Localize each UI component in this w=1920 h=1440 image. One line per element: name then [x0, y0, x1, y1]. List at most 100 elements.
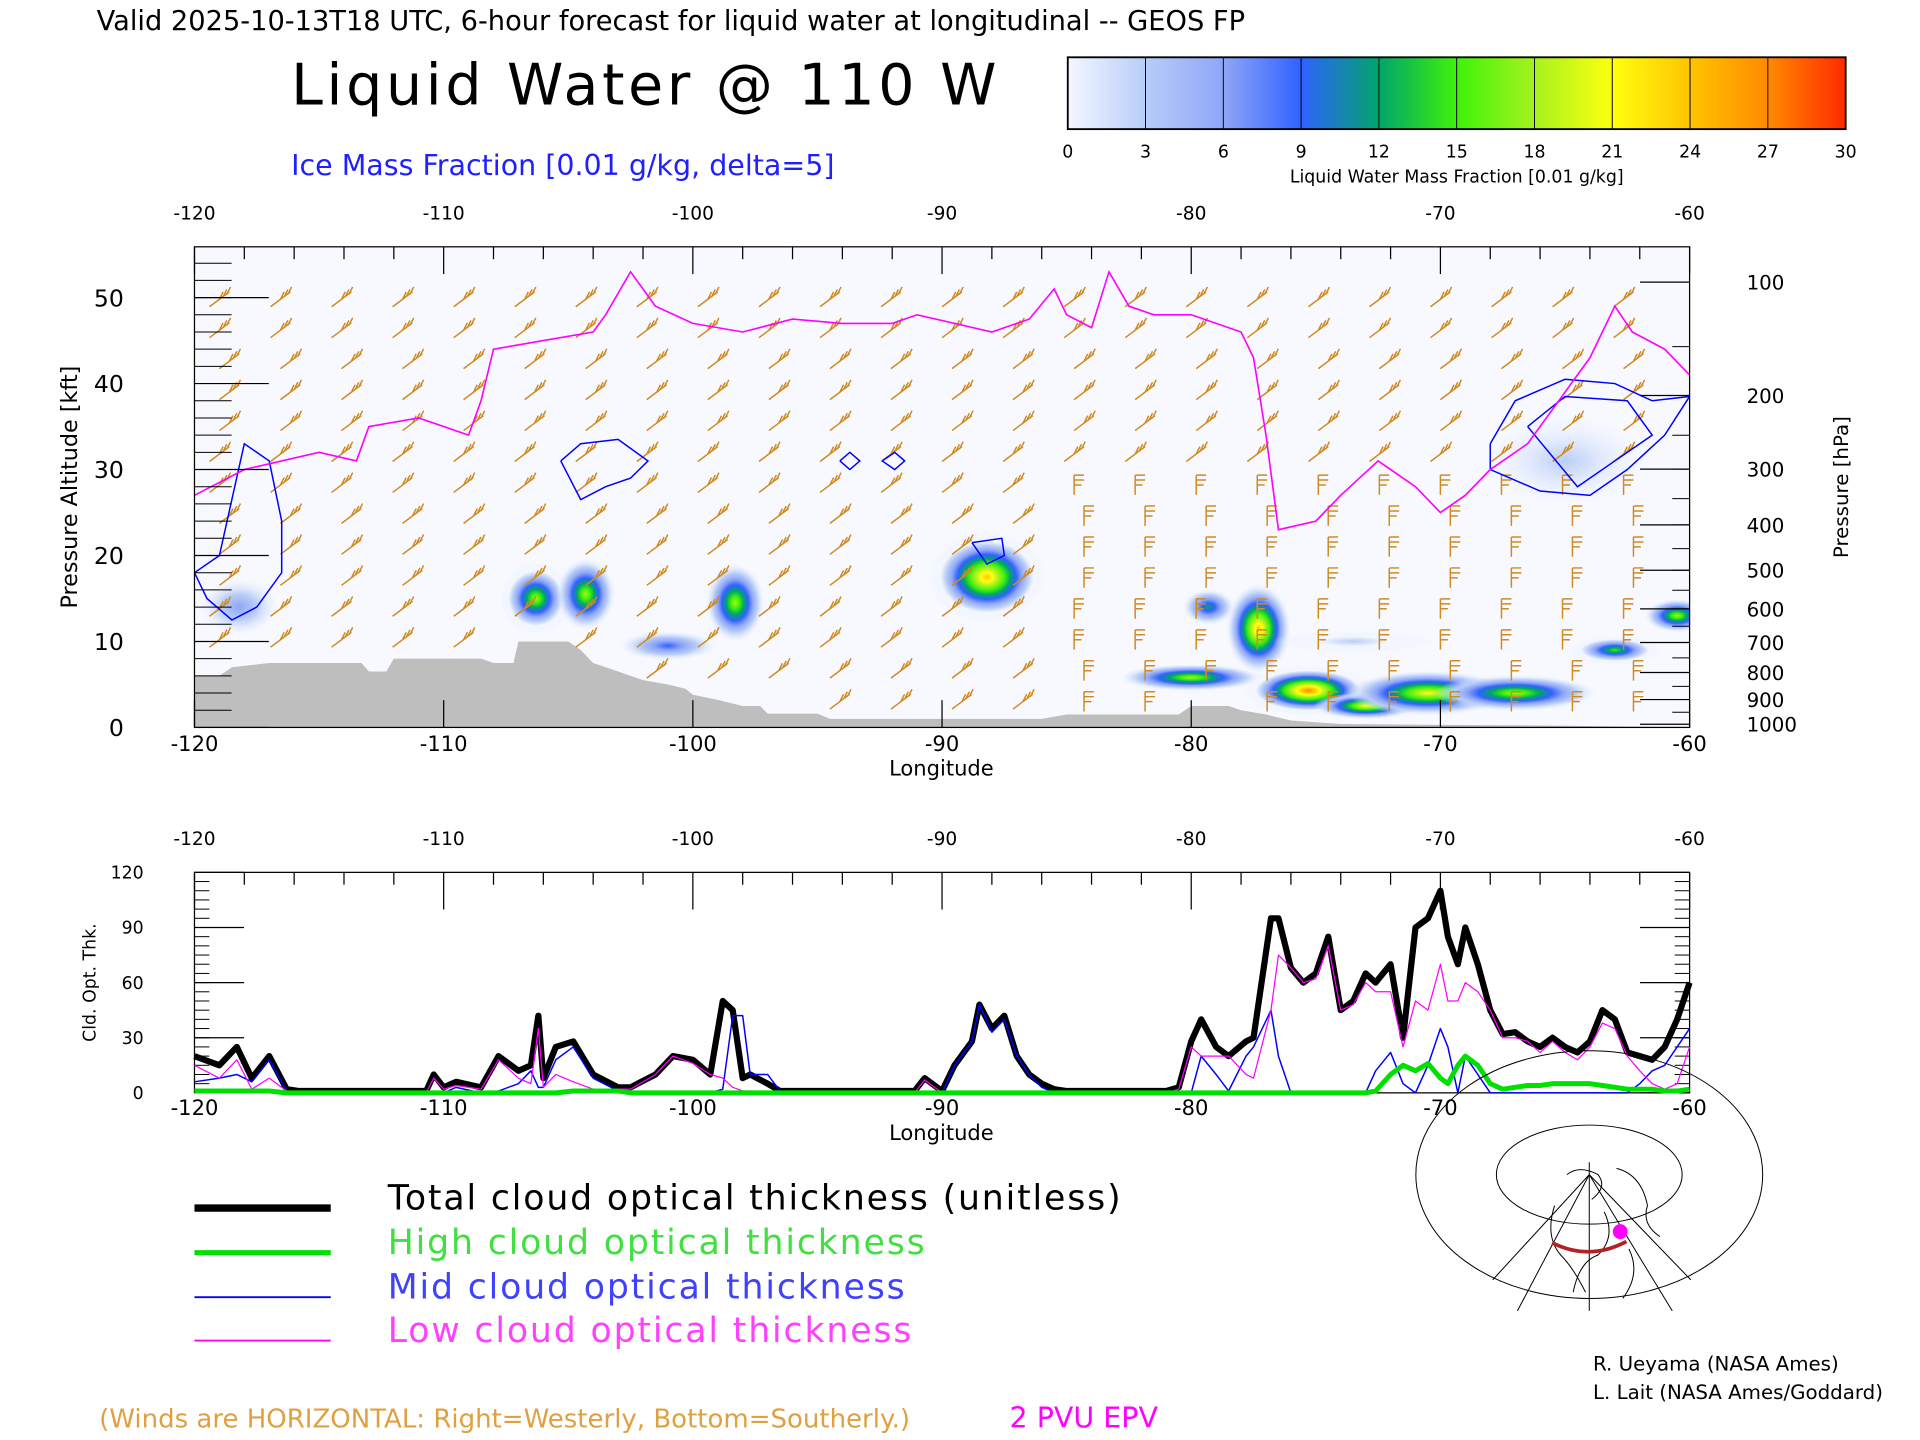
wind-barb: [941, 441, 964, 463]
wind-barb: [331, 286, 354, 308]
colorbar-cell: [1456, 56, 1535, 130]
wind-barb: [524, 348, 547, 370]
wind-barb: [1256, 598, 1268, 619]
wind-barb: [341, 348, 364, 370]
cross-section-path: [1551, 1239, 1628, 1254]
wind-barb: [341, 565, 364, 586]
wind-barb: [1378, 348, 1402, 370]
wind-barb: [646, 410, 669, 432]
wind-barb: [951, 410, 974, 432]
wind-barb: [1571, 567, 1583, 588]
ice-subtitle: Ice Mass Fraction [0.01 g/kg, delta=5]: [291, 149, 834, 182]
locator-map: [1415, 1050, 1764, 1312]
upper-y-axis-label: Pressure Altitude [kft]: [57, 366, 83, 609]
ice-contour: [1489, 378, 1690, 497]
wind-barb: [453, 317, 476, 339]
liquid-water-cell: [1272, 630, 1435, 653]
wind-barb: [1388, 505, 1400, 526]
epv-2pvu-contour: [194, 269, 1690, 531]
y-tick-label: 30: [122, 1029, 144, 1049]
top-x-tick-label: -60: [1674, 204, 1704, 225]
wind-barb: [1632, 567, 1644, 588]
wind-barb: [392, 286, 415, 308]
wind-barb: [1063, 317, 1086, 339]
wind-barb: [1266, 567, 1278, 588]
wind-barb: [1561, 598, 1573, 619]
legend: Total cloud optical thickness (unitless)…: [194, 1178, 1123, 1351]
wind-barb: [209, 286, 232, 308]
wind-barb: [758, 627, 781, 648]
wind-barb: [890, 503, 913, 524]
wind-barb: [463, 503, 486, 524]
wind-barb: [218, 379, 242, 401]
wind-barb: [1012, 503, 1035, 524]
wind-barb: [758, 441, 781, 463]
colorbar-tick-label: 24: [1679, 143, 1701, 163]
pressure-tick-label: 1000: [1747, 714, 1797, 737]
colorbar-tick-label: 12: [1368, 143, 1390, 163]
wind-barb: [646, 503, 669, 524]
wind-barb: [1144, 567, 1155, 588]
wind-barb: [514, 441, 537, 463]
wind-barb: [1378, 379, 1402, 401]
wind-barb: [1124, 286, 1147, 308]
pressure-tick-label: 200: [1747, 385, 1785, 408]
x-tick-label: -100: [669, 731, 717, 756]
lower-x-axis-label: Longitude: [889, 1120, 994, 1145]
wind-barb: [1205, 536, 1217, 557]
wind-barb: [707, 503, 730, 524]
legend-label-total: Total cloud optical thickness (unitless): [387, 1178, 1123, 1218]
colorbar-tick-label: 27: [1757, 143, 1779, 163]
x-tick-label: -90: [925, 1095, 959, 1120]
wind-barb: [1195, 410, 1218, 432]
wind-barb: [1388, 690, 1400, 712]
colorbar-frame: [1066, 56, 1847, 131]
wind-barb: [880, 596, 903, 617]
wind-barb: [1439, 410, 1463, 432]
location-marker: [1612, 1224, 1628, 1240]
wind-barb: [768, 410, 791, 432]
wind-barb: [1134, 474, 1146, 495]
wind-barb: [1632, 660, 1644, 681]
ice-contour: [971, 537, 1006, 566]
wind-barb: [1256, 348, 1279, 370]
wind-barb: [1185, 317, 1209, 339]
top-x-tick-label: -120: [173, 204, 215, 225]
wind-barb: [890, 534, 913, 555]
wind-barb: [646, 565, 669, 586]
wind-barb: [1491, 317, 1514, 339]
x-tick-label: -110: [420, 731, 468, 756]
plot-background: [194, 246, 1690, 728]
wind-barb: [1266, 536, 1278, 557]
legend-label-mid: Mid cloud optical thickness: [388, 1267, 907, 1307]
colorbar-cell: [1767, 56, 1847, 130]
wind-barb: [1134, 410, 1157, 432]
wind-barb: [636, 627, 659, 648]
wind-barb: [1500, 629, 1512, 650]
wind-barb: [819, 472, 842, 494]
top-x-tick-label: -60: [1674, 829, 1704, 850]
liquid-water-cell: [556, 558, 615, 630]
wind-barb: [1439, 629, 1451, 650]
wind-barb: [270, 441, 293, 463]
page-title: Liquid Water @ 110 W: [291, 52, 1000, 118]
wind-barb: [758, 286, 781, 308]
liquid-water-cell: [1226, 583, 1291, 674]
wind-barb: [341, 379, 364, 401]
pressure-tick-label: 600: [1747, 598, 1785, 621]
wind-barb: [1562, 410, 1585, 432]
y-tick-label: 120: [111, 864, 144, 884]
colorbar-tick-label: 0: [1062, 143, 1073, 163]
y-tick-label: 0: [133, 1084, 144, 1104]
wind-barb: [951, 379, 974, 401]
wind-barb: [636, 317, 659, 339]
colorbar-tick-label: 15: [1446, 143, 1468, 163]
wind-barb: [768, 565, 791, 586]
wind-barb: [1449, 690, 1461, 712]
wind-barb: [1632, 505, 1644, 526]
wind-barb: [1327, 567, 1339, 588]
wind-barb: [1124, 441, 1147, 463]
wind-barb: [1613, 286, 1636, 308]
wind-barb: [514, 596, 537, 617]
colorbar-cell: [1611, 56, 1691, 130]
